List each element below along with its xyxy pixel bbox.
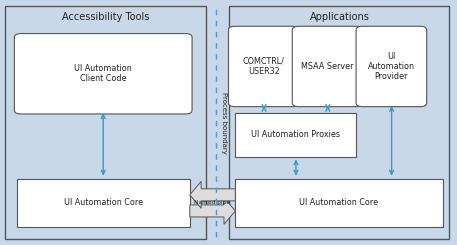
Text: COMCTRL/
USER32: COMCTRL/ USER32 [243, 57, 285, 76]
FancyBboxPatch shape [228, 6, 450, 239]
Text: UI
Automation
Provider: UI Automation Provider [368, 51, 415, 81]
FancyBboxPatch shape [292, 26, 363, 107]
FancyBboxPatch shape [14, 34, 192, 114]
Text: UI Automation Core: UI Automation Core [64, 198, 143, 207]
Text: UI Automation
Client Code: UI Automation Client Code [74, 64, 132, 84]
Polygon shape [190, 197, 235, 224]
FancyBboxPatch shape [235, 113, 356, 157]
Text: Process boundary: Process boundary [221, 92, 227, 153]
FancyBboxPatch shape [16, 179, 190, 227]
Text: UI Automation Proxies: UI Automation Proxies [251, 130, 340, 139]
Polygon shape [190, 182, 235, 208]
Text: MSAA Server: MSAA Server [301, 62, 354, 71]
FancyBboxPatch shape [228, 26, 299, 107]
Text: Accessibility Tools: Accessibility Tools [62, 12, 149, 22]
Text: Applications: Applications [310, 12, 370, 22]
FancyBboxPatch shape [356, 26, 427, 107]
Text: UI Automation Core: UI Automation Core [299, 198, 378, 207]
FancyBboxPatch shape [5, 6, 206, 239]
FancyBboxPatch shape [235, 179, 443, 227]
Text: Named pipe: Named pipe [195, 200, 231, 205]
